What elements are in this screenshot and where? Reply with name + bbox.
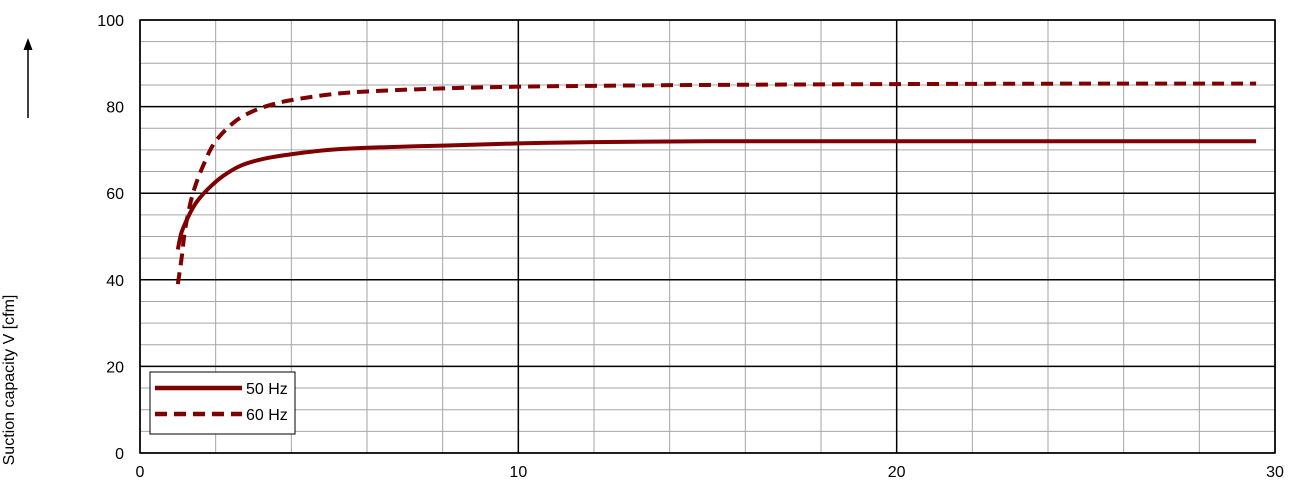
series-line-50hz [175,139,1257,250]
x-tick-label: 10 [509,464,527,481]
y-axis-arrow [23,38,33,118]
x-tick-label: 0 [136,464,145,481]
y-axis-label: Suction capacity V [cfm] [1,295,18,466]
legend-label-60hz: 60 Hz [246,407,288,424]
legend-label-50hz: 50 Hz [246,381,288,398]
series-line-60hz [175,81,1257,285]
y-tick-label: 40 [106,273,124,290]
y-tick-label: 0 [115,446,124,463]
x-tick-label: 30 [1266,464,1284,481]
x-tick-label: 20 [888,464,906,481]
x-tick-labels: 0 10 20 30 [136,464,1284,481]
y-tick-label: 60 [106,186,124,203]
y-tick-labels: 0 20 40 60 80 100 [97,13,124,463]
y-tick-label: 80 [106,100,124,117]
legend: 50 Hz 60 Hz [149,371,296,435]
legend-box [149,371,296,435]
y-tick-label: 20 [106,359,124,376]
plot-border [139,19,1276,454]
y-tick-label: 100 [97,13,124,30]
series-layer [175,81,1257,285]
